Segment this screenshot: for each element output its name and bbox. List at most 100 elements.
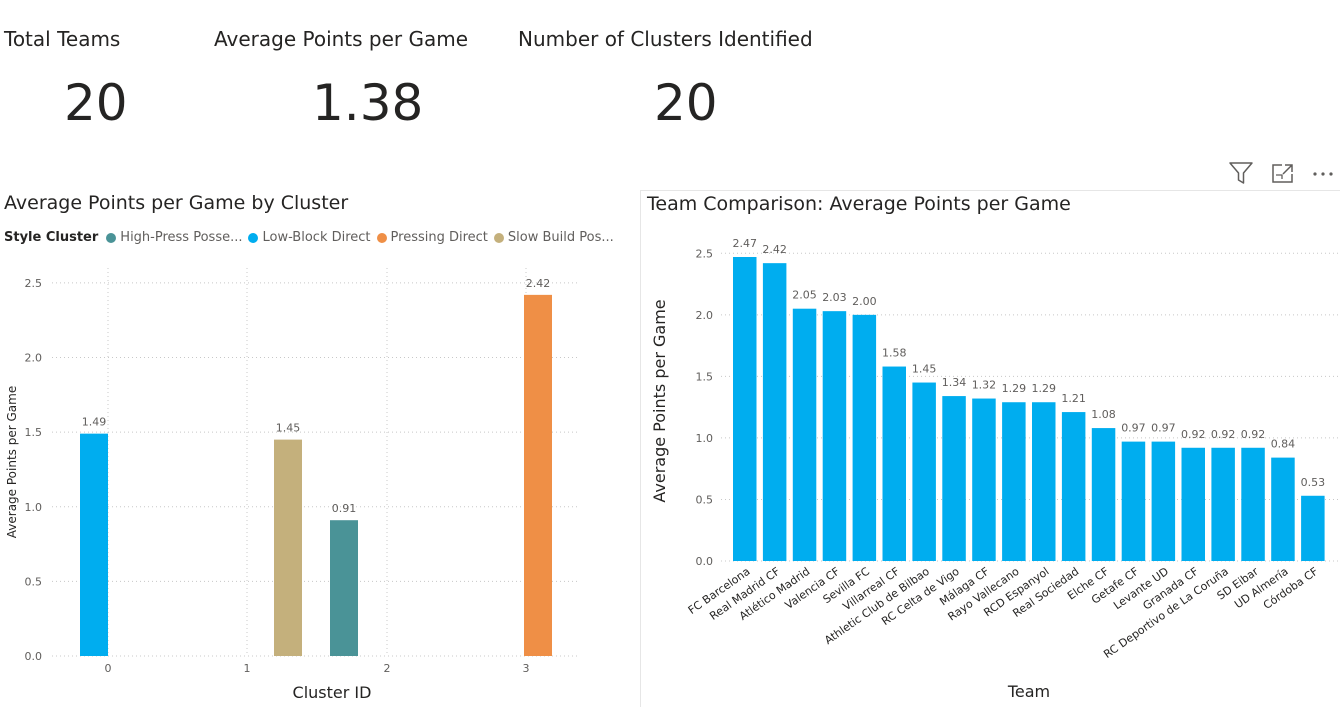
kpi-card-clusters: Number of Clusters Identified 20 xyxy=(518,0,848,150)
legend-item-low-block[interactable]: Low-Block Direct xyxy=(248,230,371,245)
kpi-label: Total Teams xyxy=(4,27,121,51)
bar xyxy=(972,398,996,561)
legend-dot xyxy=(493,232,504,243)
y-tick-label: 1.5 xyxy=(25,426,43,439)
data-label: 2.42 xyxy=(762,243,787,256)
bar xyxy=(1032,402,1056,561)
data-label: 0.53 xyxy=(1301,476,1326,489)
y-tick-label: 0.5 xyxy=(25,575,43,588)
legend-label: Slow Build Pos... xyxy=(507,230,614,245)
bar xyxy=(762,263,787,561)
data-label: 0.97 xyxy=(1151,422,1176,435)
x-tick-label: 3 xyxy=(523,662,530,675)
bar xyxy=(822,311,847,561)
kpi-value: 20 xyxy=(64,74,128,132)
team-comparison-visual[interactable]: Team Comparison: Average Points per Game… xyxy=(640,190,1340,707)
y-tick-label: 0.0 xyxy=(696,555,714,568)
legend-label: Pressing Direct xyxy=(390,230,488,245)
data-label: 1.29 xyxy=(1002,382,1027,395)
x-tick-label: 2 xyxy=(384,662,391,675)
visual-header-toolbar xyxy=(1222,158,1340,188)
data-label: 0.97 xyxy=(1121,422,1146,435)
kpi-value: 1.38 xyxy=(312,74,424,132)
data-label: 1.29 xyxy=(1032,382,1057,395)
data-label: 1.45 xyxy=(276,422,301,435)
cluster-bar-chart: 0.0 0.5 1.0 1.5 2.0 2.5 0 1 2 3 1.49 1.45 0.91 2.42 Cl… xyxy=(5,268,580,702)
y-tick-label: 1.0 xyxy=(696,432,714,445)
legend-label: Low-Block Direct xyxy=(262,230,371,245)
y-tick-label: 0.0 xyxy=(25,650,43,663)
legend-item-pressing-direct[interactable]: Pressing Direct xyxy=(376,230,488,245)
filter-icon[interactable] xyxy=(1228,158,1254,188)
y-tick-label: 0.5 xyxy=(696,493,714,506)
bar xyxy=(733,257,757,561)
x-tick-label: 0 xyxy=(105,662,112,675)
bar xyxy=(1301,495,1325,561)
data-label: 2.03 xyxy=(822,291,847,304)
chart-title: Average Points per Game by Cluster xyxy=(4,192,349,214)
bar xyxy=(1002,402,1026,561)
bar xyxy=(852,314,877,561)
y-tick-label: 1.0 xyxy=(25,501,43,514)
cluster-chart-visual[interactable]: Average Points per Game by Cluster Style… xyxy=(0,186,614,706)
legend-dot xyxy=(376,232,387,243)
x-tick-label: 1 xyxy=(244,662,251,675)
data-label: 1.32 xyxy=(972,379,997,392)
kpi-card-average-points: Average Points per Game 1.38 xyxy=(214,0,504,150)
y-tick-label: 2.5 xyxy=(696,247,714,260)
bar xyxy=(1241,447,1265,561)
focus-mode-icon[interactable] xyxy=(1270,158,1296,188)
bar xyxy=(524,294,552,656)
kpi-value: 20 xyxy=(654,74,718,132)
bar xyxy=(1091,428,1116,561)
legend-label: High-Press Posse... xyxy=(120,230,243,245)
more-options-icon[interactable] xyxy=(1310,158,1336,188)
x-axis-title: Cluster ID xyxy=(293,683,372,702)
bar xyxy=(1181,447,1205,561)
y-tick-label: 1.5 xyxy=(696,370,714,383)
kpi-label: Average Points per Game xyxy=(214,27,469,51)
x-axis-title: Team xyxy=(1007,682,1050,701)
bar xyxy=(1271,457,1295,561)
bar xyxy=(330,520,358,656)
legend-title: Style Cluster xyxy=(4,230,99,245)
bar xyxy=(1211,447,1235,561)
bar xyxy=(792,308,817,561)
y-tick-label: 2.0 xyxy=(25,352,43,365)
data-label: 0.92 xyxy=(1241,428,1266,441)
data-label: 2.42 xyxy=(526,277,551,290)
chart-title: Team Comparison: Average Points per Game xyxy=(647,193,1071,215)
bar xyxy=(942,396,966,561)
legend-dot xyxy=(248,232,259,243)
data-label: 0.92 xyxy=(1211,428,1236,441)
legend-item-high-press[interactable]: High-Press Posse... xyxy=(106,230,242,245)
data-label: 1.08 xyxy=(1091,408,1116,421)
bar xyxy=(274,439,302,656)
bar xyxy=(80,433,108,656)
bar xyxy=(1121,441,1146,561)
legend-dot xyxy=(106,232,117,243)
bar xyxy=(1061,412,1086,561)
y-axis-title: Average Points per Game xyxy=(5,386,19,538)
data-label: 2.05 xyxy=(792,289,817,302)
y-axis-title: Average Points per Game xyxy=(650,299,669,502)
data-label: 2.47 xyxy=(733,237,758,250)
data-label: 1.49 xyxy=(82,416,107,429)
data-label: 1.21 xyxy=(1061,392,1086,405)
chart-legend: Style Cluster High-Press Posse... Low-Bl… xyxy=(4,230,620,245)
data-label: 0.84 xyxy=(1271,438,1296,451)
data-label: 1.45 xyxy=(912,363,937,376)
data-label: 0.91 xyxy=(332,502,357,515)
bar xyxy=(912,382,936,561)
y-tick-label: 2.0 xyxy=(696,309,714,322)
data-label: 1.34 xyxy=(942,376,967,389)
kpi-label: Number of Clusters Identified xyxy=(518,27,813,51)
data-label: 2.00 xyxy=(852,295,877,308)
y-tick-label: 2.5 xyxy=(25,277,43,290)
bar xyxy=(882,366,906,561)
data-label: 1.58 xyxy=(882,347,907,360)
bar xyxy=(1151,441,1176,561)
legend-item-slow-build[interactable]: Slow Build Pos... xyxy=(493,230,614,245)
data-label: 0.92 xyxy=(1181,428,1206,441)
